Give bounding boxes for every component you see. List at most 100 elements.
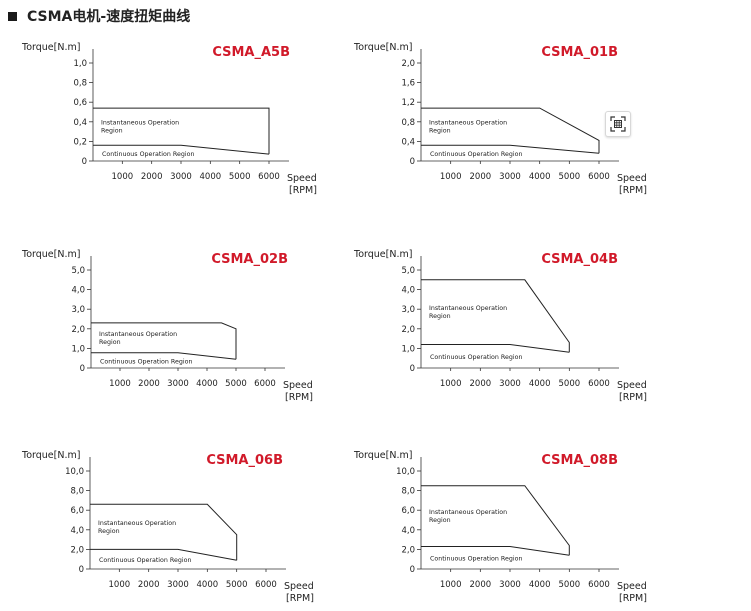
y-tick-label: 5,0: [401, 266, 415, 276]
y-axis-label: Torque[N.m]: [21, 249, 80, 260]
y-tick-label: 6,0: [70, 506, 84, 516]
y-tick-label: 8,0: [70, 487, 84, 497]
y-tick-label: 0: [410, 157, 415, 167]
chart-title: CSMA_06B: [206, 453, 283, 468]
x-tick-label: 1000: [109, 379, 131, 389]
y-tick-label: 0: [80, 364, 85, 374]
x-tick-label: 5000: [559, 379, 581, 389]
scan-text-button[interactable]: [605, 111, 631, 137]
continuous-region-label: Continuous Operation Region: [430, 151, 522, 158]
x-axis-unit: [RPM]: [619, 593, 647, 604]
x-tick-label: 4000: [529, 172, 551, 182]
continuous-region-label: Continuous Operation Region: [100, 358, 192, 365]
y-tick-label: 3,0: [71, 305, 85, 315]
chart-title: CSMA_04B: [541, 252, 618, 267]
y-tick-label: 2,0: [401, 545, 415, 555]
y-tick-label: 1,2: [401, 98, 415, 108]
y-tick-label: 8,0: [401, 487, 415, 497]
y-tick-label: 10,0: [65, 467, 84, 477]
x-axis-label: Speed: [284, 581, 314, 592]
x-tick-label: 3000: [499, 172, 521, 182]
x-tick-label: 6000: [258, 172, 280, 182]
instantaneous-curve: [93, 107, 270, 155]
x-tick-label: 1000: [440, 172, 462, 182]
x-tick-label: 1000: [440, 580, 462, 590]
x-tick-label: 4000: [197, 580, 219, 590]
y-tick-label: 5,0: [71, 266, 85, 276]
chart-title: CSMA_02B: [211, 252, 288, 267]
x-axis-unit: [RPM]: [619, 392, 647, 403]
x-axis-label: Speed: [283, 380, 313, 391]
y-tick-label: 1,0: [71, 344, 85, 354]
instantaneous-region-label-2: Region: [429, 313, 451, 320]
x-tick-label: 4000: [196, 379, 218, 389]
continuous-curve: [90, 548, 237, 561]
x-axis-unit: [RPM]: [286, 593, 314, 604]
y-axis-label: Torque[N.m]: [353, 249, 412, 260]
instantaneous-region-label-2: Region: [98, 528, 120, 535]
y-axis-label: Torque[N.m]: [21, 450, 80, 461]
instantaneous-region-label: Instantaneous Operation: [429, 305, 507, 312]
instantaneous-region-label: Instantaneous Operation: [98, 520, 176, 527]
y-tick-label: 0,2: [73, 137, 87, 147]
y-axis-label: Torque[N.m]: [353, 450, 412, 461]
x-tick-label: 2000: [138, 379, 160, 389]
x-tick-label: 2000: [138, 580, 160, 590]
x-tick-label: 4000: [529, 379, 551, 389]
x-tick-label: 6000: [588, 580, 610, 590]
y-tick-label: 0,8: [401, 118, 415, 128]
instantaneous-region-label-2: Region: [429, 517, 451, 524]
x-axis-unit: [RPM]: [285, 392, 313, 403]
y-tick-label: 2,0: [71, 325, 85, 335]
x-tick-label: 6000: [588, 379, 610, 389]
x-tick-label: 2000: [470, 580, 492, 590]
continuous-region-label: Continuous Operation Region: [430, 556, 522, 563]
chart-CSMA_04B: Torque[N.m] 0 1,0 2,0 3,0 4,0 5,0 1000 2000 3000 4…: [353, 249, 647, 403]
x-axis-unit: [RPM]: [619, 185, 647, 196]
continuous-region-label: Continuous Operation Region: [102, 151, 194, 158]
x-tick-label: 5000: [559, 580, 581, 590]
y-tick-label: 4,0: [401, 286, 415, 296]
y-tick-label: 1,6: [401, 79, 415, 89]
y-tick-label: 0,8: [73, 79, 87, 89]
x-tick-label: 4000: [200, 172, 222, 182]
x-tick-label: 2000: [470, 379, 492, 389]
continuous-region-label: Continuous Operation Region: [430, 354, 522, 361]
y-tick-label: 6,0: [401, 506, 415, 516]
x-tick-label: 5000: [225, 379, 247, 389]
y-tick-label: 4,0: [70, 526, 84, 536]
x-axis-label: Speed: [617, 380, 647, 391]
page-title: CSMA电机-速度扭矩曲线: [27, 9, 191, 25]
x-tick-label: 3000: [170, 172, 192, 182]
x-tick-label: 4000: [529, 580, 551, 590]
x-tick-label: 1000: [440, 379, 462, 389]
x-tick-label: 1000: [109, 580, 131, 590]
y-axis-label: Torque[N.m]: [21, 42, 80, 53]
y-tick-label: 2,0: [70, 545, 84, 555]
instantaneous-region-label-2: Region: [99, 339, 121, 346]
chart-CSMA_06B: Torque[N.m] 0 2,0 4,0 6,0 8,0 10,0 1000 2000 3000…: [21, 450, 314, 604]
x-tick-label: 3000: [499, 379, 521, 389]
x-tick-label: 5000: [226, 580, 248, 590]
y-tick-label: 0: [410, 565, 415, 575]
x-tick-label: 3000: [167, 379, 189, 389]
chart-title: CSMA_A5B: [212, 45, 290, 60]
x-tick-label: 3000: [499, 580, 521, 590]
chart-CSMA_01B: Torque[N.m] 0 0,4 0,8 1,2 1,6 2,0 1000 2000 3000 4…: [353, 42, 647, 196]
x-tick-label: 5000: [229, 172, 251, 182]
y-tick-label: 2,0: [401, 59, 415, 69]
x-axis-label: Speed: [287, 173, 317, 184]
y-tick-label: 1,0: [73, 59, 87, 69]
x-tick-label: 5000: [559, 172, 581, 182]
y-tick-label: 0,4: [73, 118, 87, 128]
x-tick-label: 3000: [167, 580, 189, 590]
x-tick-label: 6000: [255, 580, 277, 590]
x-axis-label: Speed: [617, 173, 647, 184]
x-tick-label: 6000: [254, 379, 276, 389]
x-tick-label: 2000: [141, 172, 163, 182]
instantaneous-region-label: Instantaneous Operation: [429, 120, 507, 127]
x-tick-label: 1000: [112, 172, 134, 182]
y-tick-label: 0,6: [73, 98, 87, 108]
instantaneous-region-label-2: Region: [429, 128, 451, 135]
chart-CSMA_02B: Torque[N.m] 0 1,0 2,0 3,0 4,0 5,0 1000 2000 3000 4…: [21, 249, 313, 403]
